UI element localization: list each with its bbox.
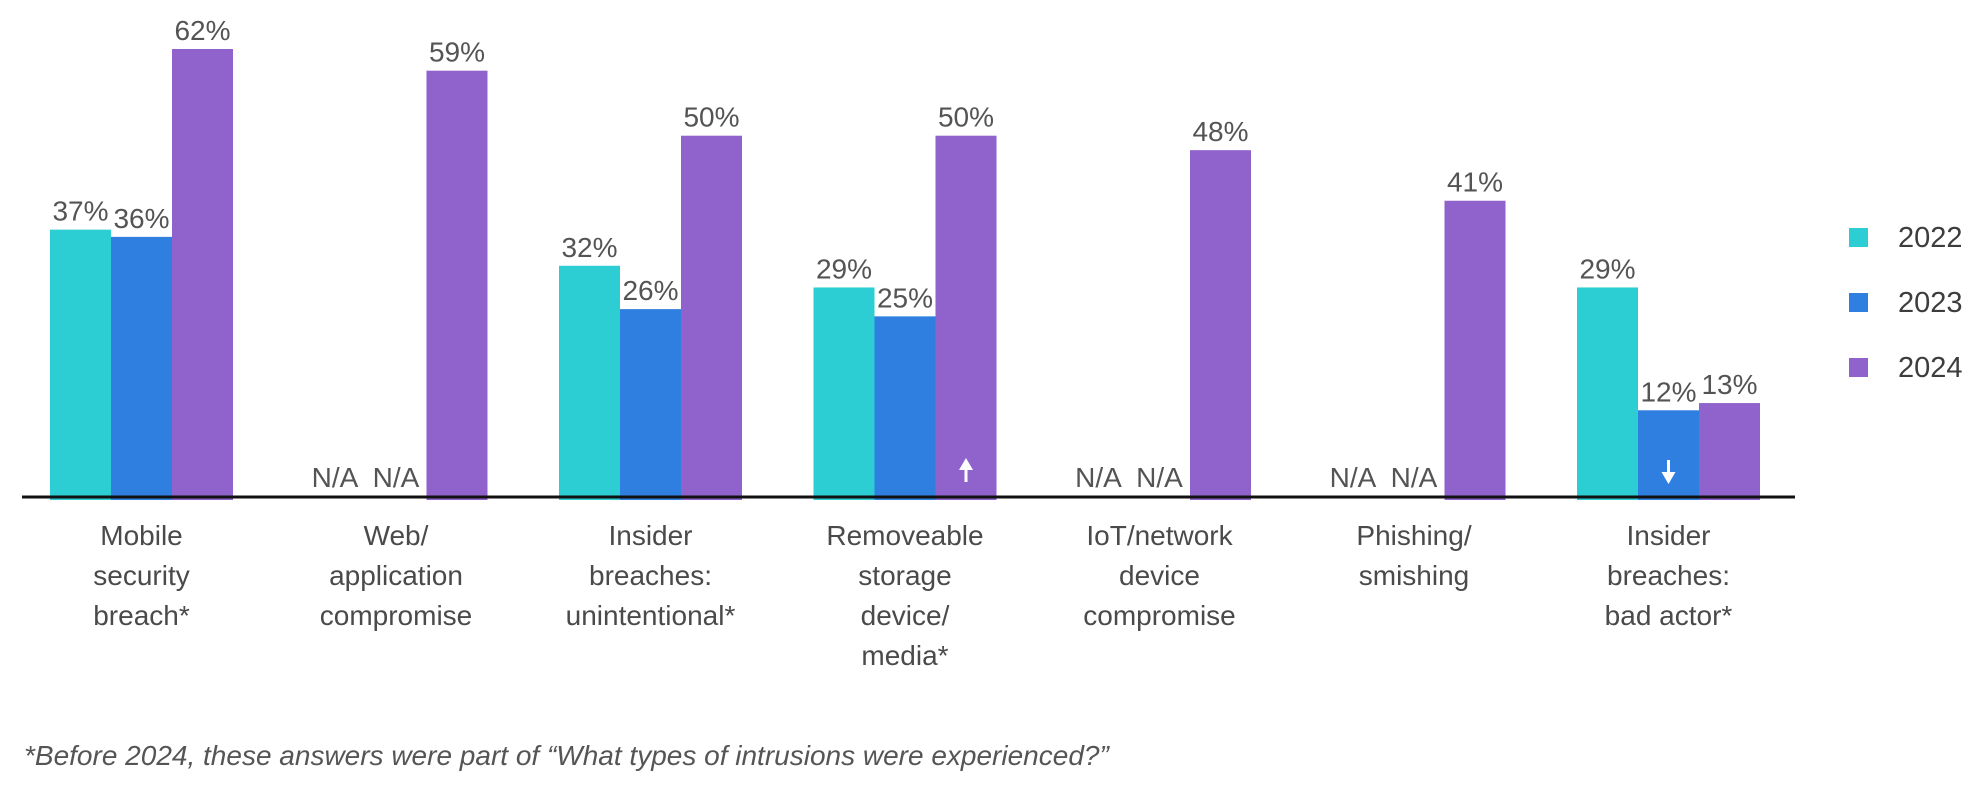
bar-2023-cat2 — [620, 309, 681, 500]
category-label-5: Phishing/smishing — [1356, 520, 1471, 591]
category-label-3: Removeable storage device/media* — [826, 520, 983, 671]
category-label-0: Mobile security breach* — [93, 520, 190, 631]
data-label-2024-cat6: 13% — [1701, 369, 1757, 400]
bar-2024-cat4 — [1190, 150, 1251, 500]
data-label-2024-cat4: 48% — [1192, 116, 1248, 147]
data-label-2024-cat5: 41% — [1447, 167, 1503, 198]
category-label-1: Web/application compromise — [320, 520, 472, 631]
legend-label-2022: 2022 — [1898, 222, 1963, 254]
trend-arrow-up-icon — [959, 458, 973, 482]
na-label-2022-cat4: N/A — [1075, 462, 1122, 493]
data-label-2023-cat3: 25% — [877, 282, 933, 313]
bar-2022-cat6 — [1577, 287, 1638, 500]
bar-2022-cat0 — [50, 229, 111, 501]
bar-2024-cat5 — [1444, 200, 1506, 500]
bar-2024-cat3 — [935, 135, 997, 501]
data-label-2024-cat0: 62% — [174, 15, 230, 46]
data-label-2022-cat0: 37% — [52, 196, 108, 227]
data-label-2022-cat2: 32% — [561, 232, 617, 263]
bar-chart: 37% N/A 32% 29% N/A N/A 29% 36% N/A 26% 25% N/A N/A 1… — [22, 15, 1963, 671]
legend-swatch-2023 — [1849, 293, 1868, 312]
na-label-2022-cat5: N/A — [1330, 462, 1377, 493]
trend-arrow-down-icon — [1661, 460, 1676, 484]
bar-2023-cat6 — [1638, 410, 1699, 500]
bar-2022-cat3 — [813, 287, 875, 500]
category-label-4: IoT/network device compromise — [1083, 520, 1235, 631]
data-label-2022-cat3: 29% — [816, 253, 872, 284]
bar-2024-cat2 — [681, 135, 742, 501]
bar-2022-cat2 — [559, 265, 620, 500]
category-label-2: Insider breaches: unintentional* — [566, 520, 736, 631]
na-label-2022-cat1: N/A — [312, 462, 359, 493]
bar-2024-cat1 — [426, 70, 488, 500]
data-label-2024-cat2: 50% — [683, 102, 739, 133]
bar-2024-cat6 — [1699, 403, 1760, 500]
data-label-2022-cat6: 29% — [1579, 253, 1635, 284]
footnote: *Before 2024, these answers were part of… — [24, 740, 1109, 771]
legend-label-2024: 2024 — [1898, 352, 1963, 384]
legend-swatch-2022 — [1849, 228, 1868, 247]
na-label-2023-cat4: N/A — [1136, 462, 1183, 493]
na-label-2023-cat1: N/A — [373, 462, 420, 493]
data-label-2023-cat0: 36% — [113, 203, 169, 234]
data-label-2024-cat1: 59% — [429, 37, 485, 68]
bar-2024-cat0 — [172, 49, 233, 500]
data-label-2023-cat6: 12% — [1640, 376, 1696, 407]
legend-label-2023: 2023 — [1898, 287, 1963, 319]
data-label-2023-cat2: 26% — [622, 275, 678, 306]
na-label-2023-cat5: N/A — [1391, 462, 1438, 493]
bar-2023-cat3 — [874, 316, 936, 500]
legend-swatch-2024 — [1849, 358, 1868, 377]
category-label-6: Insider breaches: bad actor* — [1605, 520, 1733, 631]
data-label-2024-cat3: 50% — [938, 102, 994, 133]
bar-2023-cat0 — [111, 236, 172, 500]
